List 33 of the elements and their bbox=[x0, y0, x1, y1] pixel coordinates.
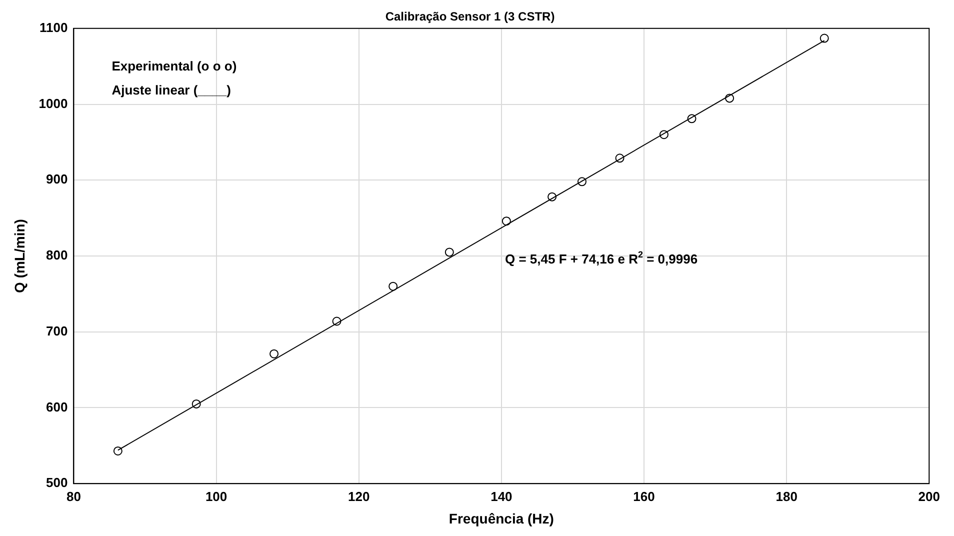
point bbox=[192, 399, 201, 408]
y-tick-label: 1000 bbox=[38, 96, 68, 111]
x-tick-label: 120 bbox=[348, 488, 370, 504]
annotation: Ajuste linear (____) bbox=[112, 82, 231, 98]
y-tick-label: 700 bbox=[46, 323, 68, 338]
y-tick-label: 800 bbox=[46, 248, 68, 263]
x-tick-label: 180 bbox=[776, 488, 798, 504]
y-tick-label: 600 bbox=[46, 399, 68, 414]
point bbox=[548, 192, 557, 202]
y-tick-label: 1100 bbox=[40, 20, 68, 35]
point bbox=[388, 282, 398, 291]
y-axis-title: Q (mL/min) bbox=[11, 219, 28, 293]
point bbox=[725, 94, 734, 103]
x-tick-label: 140 bbox=[490, 488, 512, 504]
annotation: Experimental (o o o) bbox=[112, 58, 237, 74]
x-axis-title: Frequência (Hz) bbox=[448, 510, 554, 526]
x-tick-label: 80 bbox=[66, 488, 81, 504]
point bbox=[577, 177, 586, 186]
point bbox=[113, 446, 122, 456]
x-tick-label: 200 bbox=[918, 488, 940, 504]
point bbox=[820, 34, 829, 43]
y-tick-label: 900 bbox=[46, 172, 68, 187]
point bbox=[444, 248, 454, 257]
point bbox=[687, 114, 696, 124]
point bbox=[332, 316, 342, 326]
x-tick-label: 160 bbox=[633, 488, 655, 504]
y-tick-label: 500 bbox=[46, 475, 68, 490]
point bbox=[615, 154, 624, 163]
point bbox=[502, 216, 511, 226]
x-tick-label: 100 bbox=[205, 488, 228, 504]
point bbox=[270, 349, 279, 358]
point bbox=[659, 130, 668, 140]
chart-title: Calibração Sensor 1 (3 CSTR) bbox=[385, 10, 555, 24]
